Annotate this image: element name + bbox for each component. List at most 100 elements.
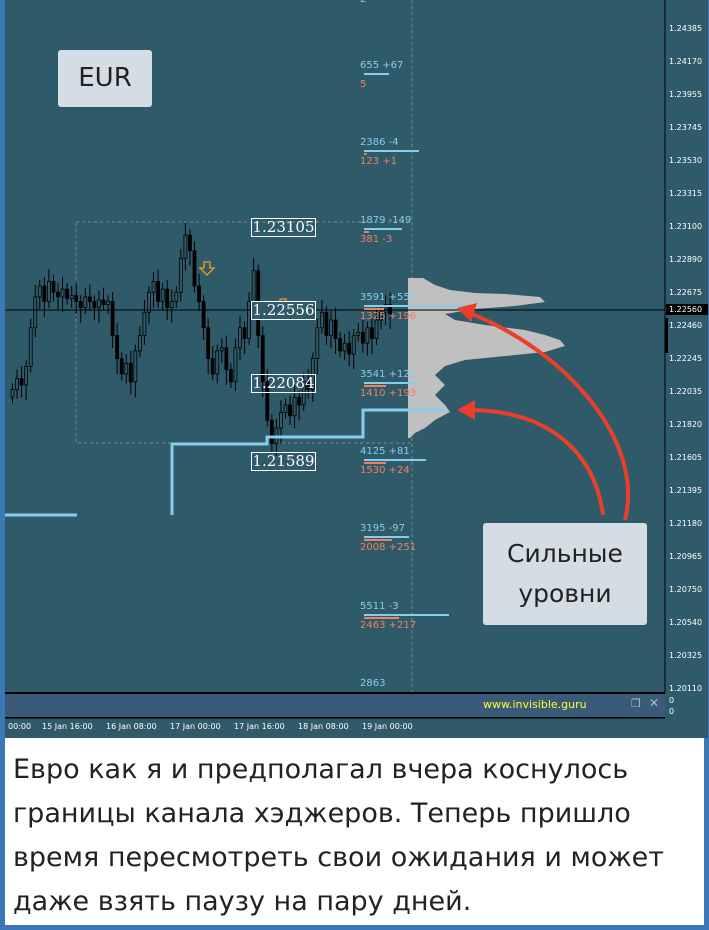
volume-label-total: 3541 +122 — [360, 369, 417, 380]
volume-bar-red — [364, 308, 384, 310]
candle-body — [65, 288, 69, 299]
close-icon[interactable]: ✕ — [649, 696, 660, 710]
y-tick-label: 1.22675 — [669, 288, 703, 297]
candle-body — [174, 291, 179, 302]
candle-body — [37, 285, 42, 298]
candle-body — [97, 299, 101, 309]
symbol-label: EUR — [58, 50, 152, 107]
y-tick-label: 1.20325 — [669, 651, 703, 660]
indicator-panel: www.invisible.guru ❐ ✕ — [5, 692, 665, 718]
candle-body — [156, 281, 161, 302]
volume-label-total: 5511 -3 — [360, 601, 399, 612]
candle-body — [87, 296, 92, 302]
candle-body — [137, 335, 142, 352]
candle-body — [128, 362, 133, 383]
x-tick-label: 17 Jan 00:00 — [170, 722, 221, 731]
candle-body — [142, 311, 147, 336]
restore-icon[interactable]: ❐ — [631, 697, 641, 710]
volume-bar — [364, 536, 409, 538]
candle-body — [188, 234, 192, 251]
site-link[interactable]: www.invisible.guru — [483, 698, 587, 711]
y-tick-label: 1.22245 — [669, 354, 703, 363]
candles — [10, 222, 393, 456]
volume-label-delta: 381 -3 — [360, 234, 393, 245]
candle-body — [301, 381, 306, 406]
x-tick-label: 16 Jan 08:00 — [106, 722, 157, 731]
scroll-marker[interactable] — [665, 318, 668, 353]
candle-body — [133, 350, 138, 383]
candle-body — [197, 285, 201, 302]
candle-body — [265, 381, 270, 421]
y-tick-label: 1.20110 — [669, 684, 703, 693]
candle-body — [151, 281, 156, 293]
candle-body — [374, 319, 379, 339]
candle-body — [169, 301, 174, 309]
y-tick-label: 1.24385 — [669, 24, 703, 33]
volume-label-delta: 2008 +251 — [360, 542, 417, 553]
volume-label-delta: 5 — [360, 79, 367, 90]
candle-body — [224, 347, 229, 370]
candle-body — [215, 350, 220, 375]
candle-body — [365, 327, 370, 344]
candle-body — [338, 338, 343, 352]
volume-label-total: 2863 — [360, 678, 386, 689]
price-chart[interactable]: EUR 1.23105 1.22556 1.22084 1.21589 2 655… — [5, 0, 708, 738]
x-tick-label: 19 Jan 00:00 — [362, 722, 413, 731]
volume-label-total: 655 +67 — [360, 60, 404, 71]
volume-label-delta: 2463 +217 — [360, 620, 417, 631]
sell-arrow-icon — [198, 261, 216, 276]
y-tick-label: 1.21180 — [669, 519, 703, 528]
candle-body — [106, 301, 110, 305]
candle-body — [201, 301, 206, 329]
candle-body — [347, 342, 352, 355]
volume-label-total: 4125 +81 — [360, 446, 410, 457]
candle-body — [160, 288, 165, 302]
y-tick-label: 1.20750 — [669, 585, 703, 594]
y-tick-label: 1.23745 — [669, 123, 703, 132]
volume-bars — [364, 73, 474, 619]
volume-bar-red — [364, 231, 369, 233]
y-tick-label: 1.22460 — [669, 321, 703, 330]
caption-text: Евро как я и предполагал вчера коснулось… — [13, 754, 665, 917]
candle-body — [124, 362, 129, 375]
y-tick-label: 1.21605 — [669, 453, 703, 462]
candle-body — [324, 311, 329, 336]
volume-label-total: 2386 -4 — [360, 137, 399, 148]
candle-body — [74, 294, 79, 302]
candle-body — [342, 342, 347, 352]
candle-body — [110, 301, 115, 336]
candle-body — [115, 335, 120, 360]
candle-body — [206, 327, 211, 360]
volume-bar — [364, 73, 389, 75]
candle-body — [183, 234, 188, 259]
volume-bar-red — [364, 462, 386, 464]
candle-body — [383, 304, 388, 313]
volume-label-total: 3591 +554 — [360, 292, 417, 303]
candle-body — [192, 250, 197, 287]
candle-body — [165, 288, 170, 309]
volume-label-delta: 1325 +196 — [360, 311, 417, 322]
volume-bar-red — [364, 153, 367, 155]
candle-body — [10, 389, 15, 398]
candle-body — [283, 404, 288, 414]
level-label: 1.21589 — [251, 452, 316, 471]
volume-bar-red — [364, 539, 392, 541]
candle-body — [370, 327, 374, 339]
candle-body — [351, 335, 356, 355]
current-price-label: 1.22560 — [669, 305, 703, 314]
volume-label-total: 1879 -149 — [360, 215, 412, 226]
arrow-lower — [469, 408, 605, 516]
candle-body — [119, 358, 124, 375]
x-tick-label: 00:00 — [8, 722, 32, 731]
volume-label-total: 3195 -97 — [360, 523, 405, 534]
volume-profile — [408, 278, 565, 438]
y-tick-label: 1.22035 — [669, 387, 703, 396]
candle-body — [319, 311, 324, 329]
arrow-head-upper — [457, 303, 477, 322]
volume-label-delta: 123 +1 — [360, 156, 398, 167]
arrow-upper — [466, 310, 631, 521]
y-tick-label: 1.20540 — [669, 618, 703, 627]
x-tick-label: 15 Jan 16:00 — [42, 722, 93, 731]
candle-body — [92, 301, 97, 309]
candle-body — [51, 281, 56, 293]
